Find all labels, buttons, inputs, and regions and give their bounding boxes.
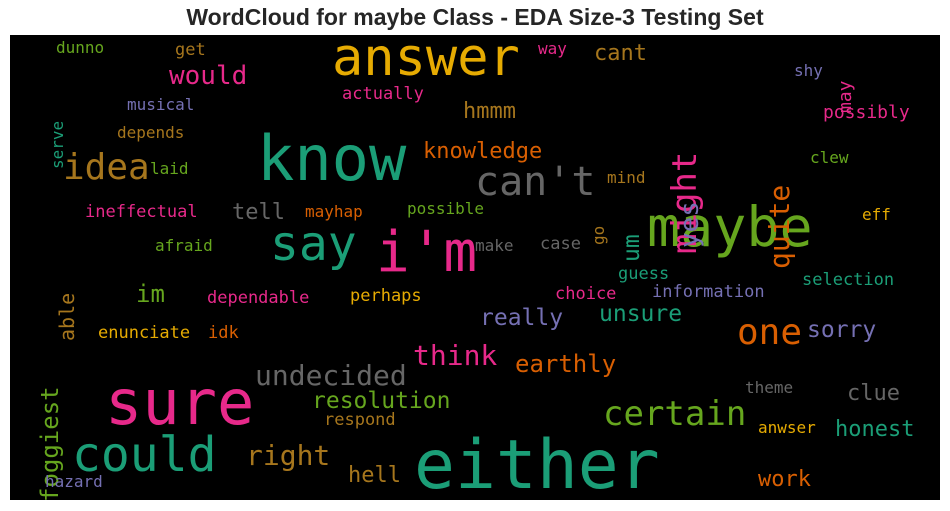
word-answer: answer	[332, 35, 520, 84]
word-cant: cant	[594, 43, 647, 65]
word-dependable: dependable	[207, 290, 309, 307]
word-eff: eff	[862, 207, 891, 223]
word-tell: tell	[232, 202, 285, 224]
word-possibly: possibly	[823, 104, 910, 122]
word-knowledge: knowledge	[423, 141, 542, 163]
word-one: one	[737, 315, 802, 351]
word-clew: clew	[810, 150, 849, 166]
word-guess: guess	[618, 266, 669, 283]
word-selection: selection	[802, 272, 894, 289]
word-sure: sure	[105, 372, 254, 434]
word-theme: theme	[745, 380, 793, 396]
word-dunno: dunno	[56, 40, 104, 56]
word-undecided: undecided	[255, 362, 407, 390]
word-hmmm: hmmm	[463, 101, 516, 123]
word-cant-apos: can't	[475, 162, 595, 202]
word-musical: musical	[127, 97, 194, 113]
word-would: would	[169, 63, 247, 89]
word-say: say	[270, 220, 357, 268]
word-actually: actually	[342, 86, 424, 103]
word-perhaps: perhaps	[350, 288, 422, 305]
word-afraid: afraid	[155, 238, 213, 254]
word-certain: certain	[603, 397, 746, 431]
word-laid: laid	[150, 161, 189, 177]
word-mind: mind	[607, 170, 646, 186]
word-respond: respond	[324, 412, 396, 429]
word-serve: serve	[50, 121, 66, 169]
word-work: work	[758, 469, 811, 491]
word-anwser: anwser	[758, 420, 816, 436]
word-able: able	[57, 293, 77, 341]
word-quite: quite	[766, 185, 794, 269]
word-way: way	[538, 41, 567, 57]
word-unsure: unsure	[599, 303, 682, 326]
word-get: get	[175, 42, 206, 59]
word-yes: yes	[677, 201, 703, 248]
word-hell: hell	[348, 465, 401, 487]
word-earthly: earthly	[515, 352, 616, 376]
word-hazard: hazard	[45, 474, 103, 490]
word-cloud: answer know sure either maybe i'm say co…	[10, 35, 940, 500]
word-mayhap: mayhap	[305, 204, 363, 220]
word-right: right	[246, 442, 330, 470]
word-idk: idk	[208, 325, 239, 342]
word-depends: depends	[117, 125, 184, 141]
word-know: know	[257, 128, 406, 190]
word-either: either	[414, 432, 660, 500]
chart-title: WordCloud for maybe Class - EDA Size-3 T…	[0, 4, 950, 31]
word-im: im	[136, 282, 165, 306]
word-case: case	[540, 236, 581, 253]
word-really: really	[480, 307, 563, 330]
word-enunciate: enunciate	[98, 325, 190, 342]
word-im-apos: i'm	[376, 225, 477, 281]
word-honest: honest	[835, 419, 914, 441]
word-think: think	[413, 342, 497, 370]
word-clue: clue	[847, 383, 900, 405]
word-choice: choice	[555, 286, 616, 303]
word-make: make	[475, 238, 514, 254]
word-um: um	[621, 234, 644, 262]
word-go: go	[591, 226, 607, 245]
word-information: information	[652, 284, 765, 301]
word-ineffectual: ineffectual	[85, 204, 198, 221]
word-idea: idea	[63, 150, 150, 186]
word-possible: possible	[407, 201, 484, 217]
word-sorry: sorry	[807, 319, 876, 342]
word-shy: shy	[794, 63, 823, 79]
